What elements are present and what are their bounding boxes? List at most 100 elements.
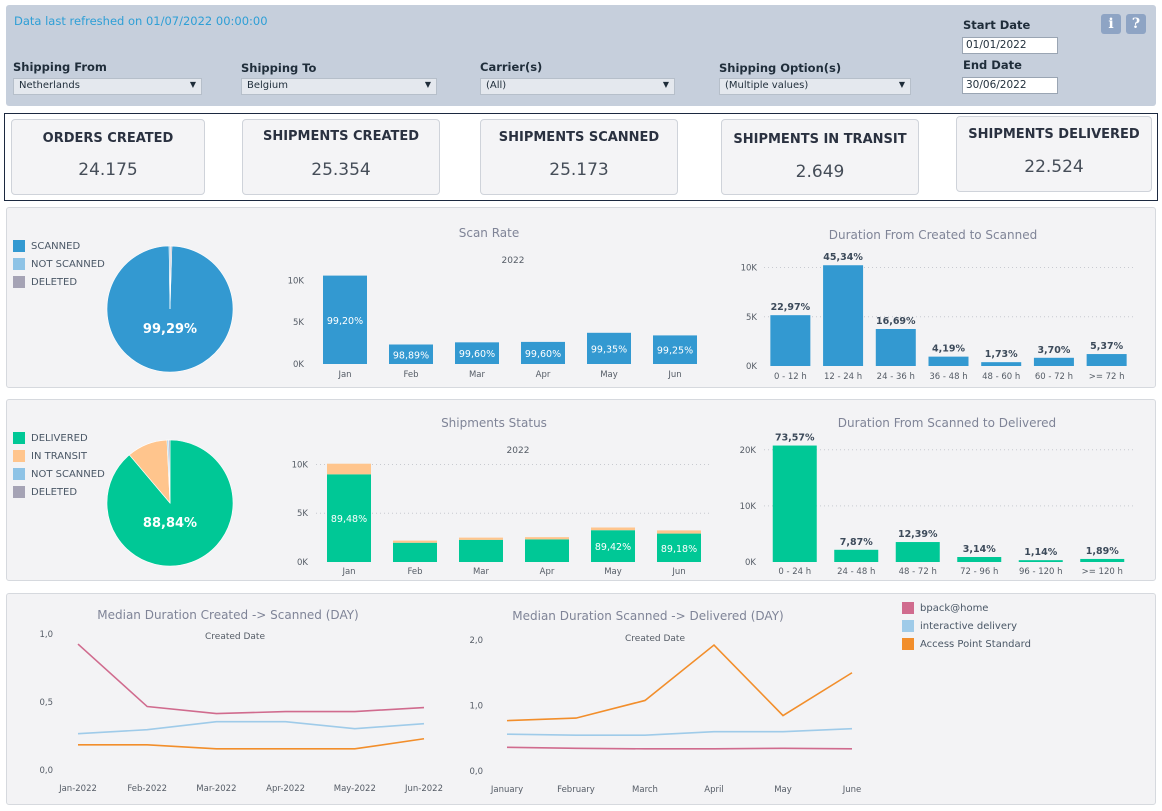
bar	[928, 356, 969, 366]
kpi-shipments-in-transit: SHIPMENTS IN TRANSIT 2.649	[721, 119, 919, 195]
y-tick-label: 2,0	[469, 636, 483, 646]
x-tick-label: 24 - 36 h	[877, 372, 915, 382]
chart-subtitle: 2022	[502, 256, 525, 266]
x-tick-label: 0 - 24 h	[778, 567, 811, 577]
bar-data-label: 3,70%	[1037, 345, 1070, 356]
start-date-input[interactable]: 01/01/2022	[962, 37, 1058, 54]
carriers-dropdown[interactable]: (All) ▼	[480, 78, 675, 95]
kpi-value: 25.354	[311, 160, 371, 180]
legend-label: DELETED	[31, 276, 78, 288]
y-tick-label: 0,5	[39, 698, 53, 708]
bar	[591, 527, 635, 531]
x-tick-label: 24 - 48 h	[837, 567, 875, 577]
info-icon[interactable]: i	[1101, 14, 1121, 34]
legend-item-access-point: Access Point Standard	[902, 635, 1031, 653]
bar-data-label: 3,14%	[963, 544, 996, 555]
legend-label: interactive delivery	[920, 620, 1018, 632]
legend-item-deleted: DELETED	[13, 483, 105, 501]
carriers-value: (All)	[486, 80, 507, 91]
shipping-options-dropdown[interactable]: (Multiple values) ▼	[719, 78, 911, 95]
legend-label: bpack@home	[920, 602, 989, 614]
y-tick-label: 0,0	[469, 767, 483, 777]
bar	[653, 335, 697, 364]
chart-title: Duration From Scanned to Delivered	[838, 416, 1056, 430]
kpi-value: 2.649	[795, 162, 845, 182]
legend-item-in-transit: IN TRANSIT	[13, 447, 105, 465]
bar-data-label: 99,20%	[327, 316, 363, 327]
legend-swatch	[13, 276, 25, 288]
legend-label: NOT SCANNED	[31, 468, 105, 480]
legend-item-deleted: DELETED	[13, 273, 105, 291]
legend-swatch	[902, 638, 914, 650]
kpi-title: SHIPMENTS IN TRANSIT	[733, 132, 907, 147]
bar	[772, 445, 817, 562]
median-panel: bpack@home interactive delivery Access P…	[6, 593, 1156, 805]
bar-data-label: 45,34%	[823, 252, 863, 263]
bar-data-label: 12,39%	[898, 529, 938, 540]
kpi-row: ORDERS CREATED 24.175 SHIPMENTS CREATED …	[4, 113, 1158, 201]
chart-title: Median Duration Scanned -> Delivered (DA…	[512, 609, 783, 623]
legend-item-not-scanned: NOT SCANNED	[13, 255, 105, 273]
x-tick-label: Jun	[671, 567, 685, 577]
scan-legend: SCANNED NOT SCANNED DELETED	[13, 237, 105, 291]
x-tick-label: April	[704, 785, 723, 795]
kpi-title: SHIPMENTS CREATED	[262, 129, 420, 144]
shipping-from-dropdown[interactable]: Netherlands ▼	[13, 78, 202, 95]
bar-data-label: 89,48%	[331, 514, 367, 525]
bar-data-label: 1,14%	[1024, 547, 1057, 558]
legend-item-bpack: bpack@home	[902, 599, 1031, 617]
chevron-down-icon: ▼	[189, 80, 196, 89]
x-tick-label: 72 - 96 h	[960, 567, 998, 577]
legend-swatch	[902, 602, 914, 614]
x-tick-label: Feb-2022	[127, 784, 167, 794]
bar	[770, 315, 811, 366]
y-tick-label: 0K	[297, 558, 308, 568]
y-tick-label: 5K	[293, 318, 304, 328]
bar	[393, 542, 437, 562]
bar	[1086, 354, 1127, 366]
shipping-to-label: Shipping To	[241, 61, 317, 75]
y-tick-label: 10K	[288, 276, 305, 286]
x-tick-label: Jan	[337, 370, 351, 380]
bar-data-label: 99,60%	[525, 349, 561, 360]
chevron-down-icon: ▼	[898, 80, 905, 89]
bar	[1018, 560, 1063, 562]
kpi-title: ORDERS CREATED	[42, 131, 174, 146]
chart-title: Scan Rate	[459, 226, 520, 240]
x-tick-label: January	[490, 785, 523, 795]
x-tick-label: Mar-2022	[196, 784, 236, 794]
help-icon[interactable]: ?	[1126, 14, 1146, 34]
series-line	[78, 737, 425, 750]
legend-item-not-scanned: NOT SCANNED	[13, 465, 105, 483]
bar-data-label: 5,37%	[1090, 341, 1123, 352]
y-tick-label: 10K	[292, 460, 309, 470]
carriers-label: Carrier(s)	[480, 60, 543, 74]
x-tick-label: Mar	[469, 370, 486, 380]
legend-swatch	[13, 432, 25, 444]
x-tick-label: Feb	[403, 370, 418, 380]
series-line	[506, 643, 853, 722]
y-tick-label: 0,0	[39, 766, 53, 776]
end-date-input[interactable]: 30/06/2022	[962, 77, 1058, 94]
x-tick-label: Feb	[407, 567, 422, 577]
legend-item-delivered: DELIVERED	[13, 429, 105, 447]
x-tick-label: >= 72 h	[1089, 372, 1125, 382]
bar	[327, 474, 371, 562]
y-tick-label: 0K	[745, 558, 756, 568]
bar-data-label: 98,89%	[393, 350, 429, 361]
kpi-shipments-created: SHIPMENTS CREATED 25.354	[242, 119, 440, 195]
y-tick-label: 10K	[740, 502, 757, 512]
kpi-value: 25.173	[549, 160, 609, 180]
bar	[393, 540, 437, 543]
bar	[389, 344, 433, 364]
line-legend: bpack@home interactive delivery Access P…	[902, 599, 1031, 653]
x-tick-label: Mar	[473, 567, 490, 577]
shipping-options-value: (Multiple values)	[725, 80, 809, 91]
kpi-value: 22.524	[1024, 157, 1084, 177]
bar-data-label: 99,60%	[459, 349, 495, 360]
shipping-from-value: Netherlands	[19, 80, 80, 91]
bar	[957, 557, 1002, 562]
shipping-to-dropdown[interactable]: Belgium ▼	[241, 78, 437, 95]
shipping-options-label: Shipping Option(s)	[719, 61, 842, 75]
y-tick-label: 1,0	[469, 702, 483, 712]
